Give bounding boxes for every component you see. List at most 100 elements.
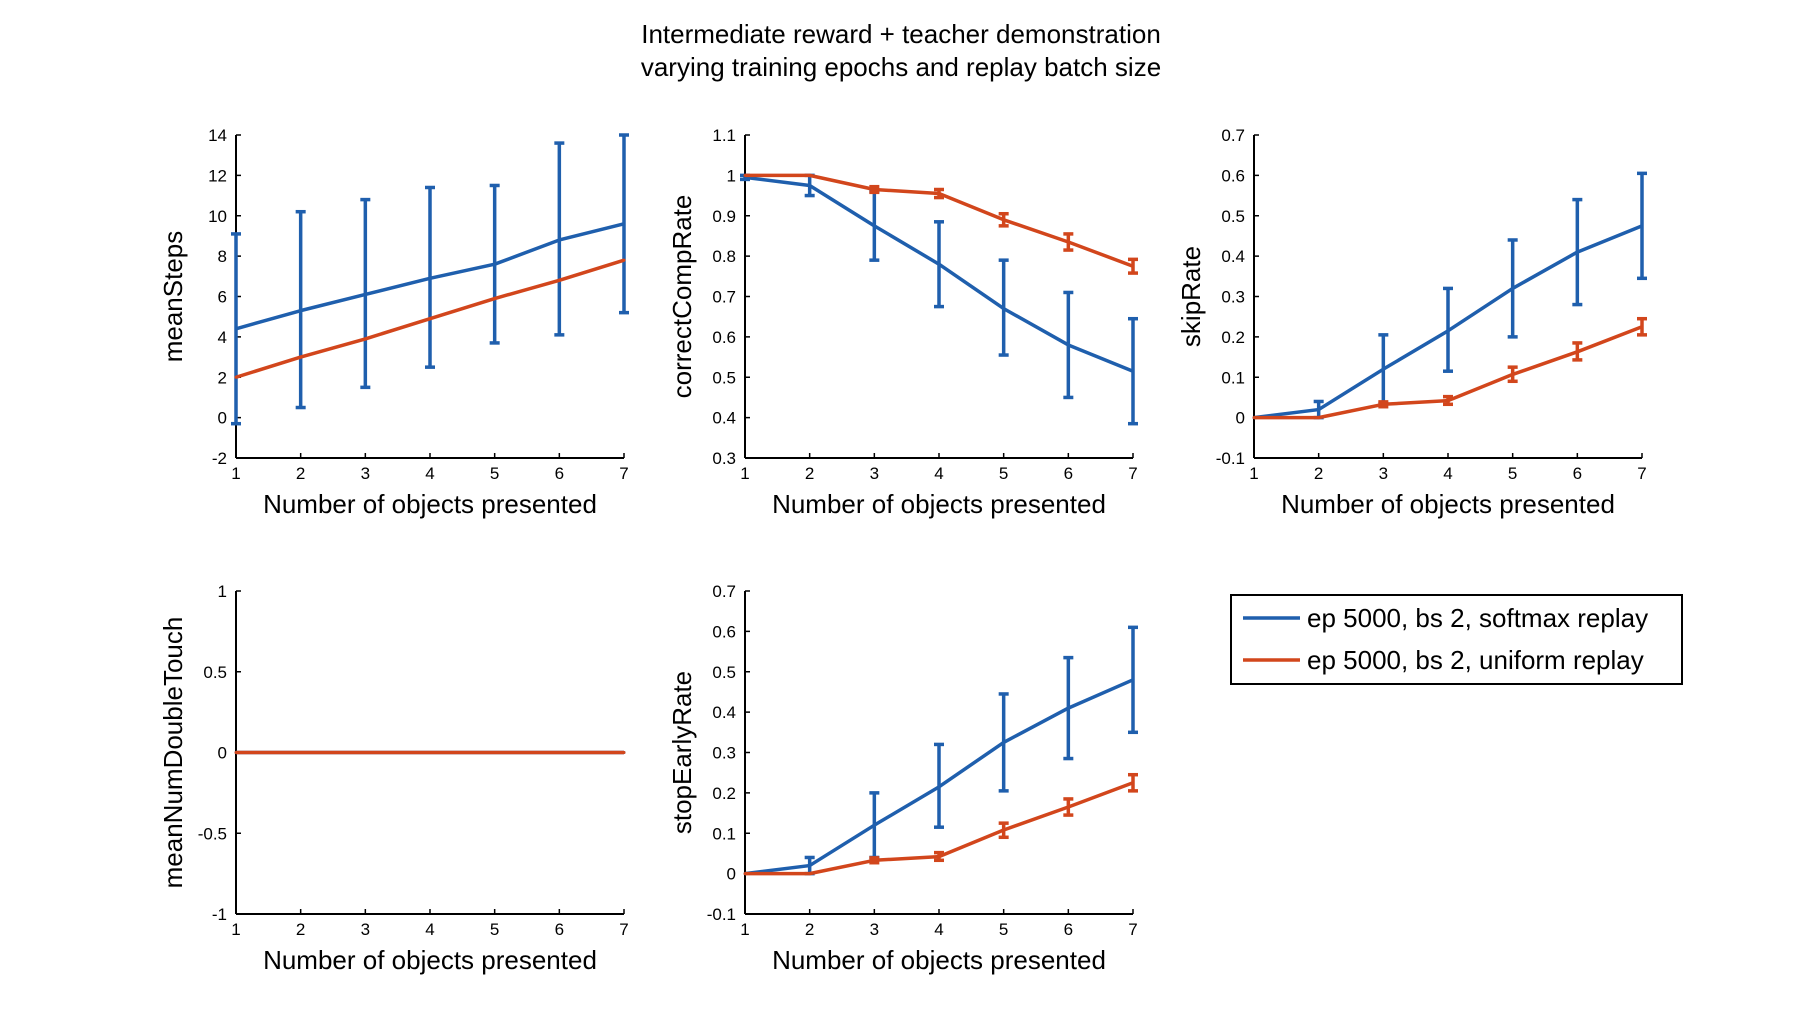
y-tick-label: 2 xyxy=(218,368,227,387)
x-tick-label: 5 xyxy=(999,920,1008,939)
series-softmax xyxy=(1252,171,1647,420)
series-softmax xyxy=(231,133,629,426)
y-tick-label: 8 xyxy=(218,247,227,266)
y-tick-label: 14 xyxy=(208,126,227,145)
error-bar xyxy=(1063,655,1074,761)
figure-title-line-2: varying training epochs and replay batch… xyxy=(640,52,1162,82)
series-uniform xyxy=(743,772,1138,876)
chart-panel-4: -1 -0.5 0 0.5 1 1 2 3 4 5 6 7 Number of objects pres… xyxy=(158,582,629,975)
error-bar xyxy=(1128,625,1138,735)
data-point xyxy=(622,258,626,262)
x-tick-label: 1 xyxy=(740,920,749,939)
y-tick-label: -0.5 xyxy=(198,824,227,843)
y-tick-label: -1 xyxy=(212,905,227,924)
data-point xyxy=(363,337,367,341)
y-tick-label: 0.1 xyxy=(712,824,736,843)
error-bar xyxy=(869,856,880,865)
y-tick-label: 0.7 xyxy=(1221,126,1245,145)
legend-label: ep 5000, bs 2, softmax replay xyxy=(1307,603,1648,633)
data-point xyxy=(1252,416,1256,420)
error-bar xyxy=(1378,400,1389,409)
x-tick-label: 2 xyxy=(1314,464,1323,483)
error-bar xyxy=(231,232,241,426)
x-tick-label: 3 xyxy=(870,464,879,483)
legend-item-1: ep 5000, bs 2, softmax replay xyxy=(1243,603,1648,633)
error-bar xyxy=(934,187,944,200)
y-tick-label: 12 xyxy=(208,166,227,185)
data-point xyxy=(1317,416,1321,420)
data-point xyxy=(299,355,303,359)
series-uniform xyxy=(234,750,626,755)
y-tick-label: 0.5 xyxy=(1221,207,1245,226)
x-tick-label: 5 xyxy=(999,464,1008,483)
x-tick-label: 4 xyxy=(1443,464,1452,483)
x-tick-label: 6 xyxy=(1064,464,1073,483)
error-bar xyxy=(1063,797,1074,817)
y-tick-label: 0.6 xyxy=(712,622,736,641)
error-bar xyxy=(1128,316,1138,426)
x-tick-label: 1 xyxy=(231,464,240,483)
series-uniform xyxy=(1252,316,1647,420)
data-point xyxy=(428,317,432,321)
legend-item-2: ep 5000, bs 2, uniform replay xyxy=(1243,645,1644,675)
error-bar xyxy=(1572,341,1583,362)
error-bar xyxy=(1572,197,1583,307)
y-tick-label: 6 xyxy=(218,288,227,307)
y-tick-label: 0 xyxy=(1236,409,1245,428)
x-axis-label: Number of objects presented xyxy=(772,489,1106,519)
y-tick-label: -0.1 xyxy=(1216,449,1245,468)
data-point xyxy=(493,297,497,301)
x-axis-label: Number of objects presented xyxy=(772,945,1106,975)
error-bar xyxy=(869,791,880,860)
error-bar xyxy=(869,184,880,195)
y-axis-label: correctCompRate xyxy=(667,195,697,399)
data-point xyxy=(428,751,432,754)
data-point xyxy=(557,751,561,754)
error-bar xyxy=(934,850,944,863)
y-axis-label: skipRate xyxy=(1176,246,1206,347)
y-tick-label: 0.4 xyxy=(712,409,736,428)
x-tick-label: 6 xyxy=(1064,920,1073,939)
y-tick-label: 0.6 xyxy=(712,328,736,347)
x-tick-label: 7 xyxy=(619,920,628,939)
x-tick-label: 2 xyxy=(296,920,305,939)
data-point xyxy=(557,278,561,282)
series-uniform xyxy=(234,258,626,379)
chart-panel-2: 0.3 0.4 0.5 0.6 0.7 0.8 0.9 1 1.1 1 2 3 4 5 6 7 Number o… xyxy=(667,126,1138,519)
y-tick-label: 0 xyxy=(218,409,227,428)
y-tick-label: 0.7 xyxy=(712,288,736,307)
x-axis-label: Number of objects presented xyxy=(263,489,597,519)
x-tick-label: 7 xyxy=(1128,464,1137,483)
error-bar xyxy=(1128,257,1138,275)
x-tick-label: 3 xyxy=(1379,464,1388,483)
figure-title-line-1: Intermediate reward + teacher demonstrat… xyxy=(641,19,1161,49)
y-tick-label: 0.3 xyxy=(712,744,736,763)
error-bar xyxy=(998,258,1009,357)
error-bar xyxy=(360,197,371,390)
y-tick-label: 0.8 xyxy=(712,247,736,266)
error-bar xyxy=(1507,365,1518,384)
x-tick-label: 3 xyxy=(870,920,879,939)
chart-panel-5: -0.1 0 0.1 0.2 0.3 0.4 0.5 0.6 0.7 1 2 3 4 5 6 7 Number … xyxy=(667,582,1138,975)
error-bar xyxy=(295,209,306,410)
y-tick-label: 0.3 xyxy=(712,449,736,468)
x-tick-label: 4 xyxy=(425,464,434,483)
series-softmax xyxy=(743,625,1138,876)
y-tick-label: 0.4 xyxy=(1221,247,1245,266)
error-bar xyxy=(1443,394,1453,407)
y-tick-label: 0.1 xyxy=(1221,368,1245,387)
data-point xyxy=(493,751,497,754)
y-tick-label: 0.9 xyxy=(712,207,736,226)
data-point xyxy=(808,872,812,876)
chart-panel-3: -0.1 0 0.1 0.2 0.3 0.4 0.5 0.6 0.7 1 2 3 4 5 6 7 Number … xyxy=(1176,126,1647,519)
data-point xyxy=(808,173,812,177)
x-tick-label: 6 xyxy=(555,464,564,483)
x-tick-label: 4 xyxy=(934,920,943,939)
x-tick-label: 3 xyxy=(361,920,370,939)
y-tick-label: 0 xyxy=(727,865,736,884)
error-bar xyxy=(489,183,500,345)
x-tick-label: 4 xyxy=(425,920,434,939)
x-tick-label: 6 xyxy=(555,920,564,939)
